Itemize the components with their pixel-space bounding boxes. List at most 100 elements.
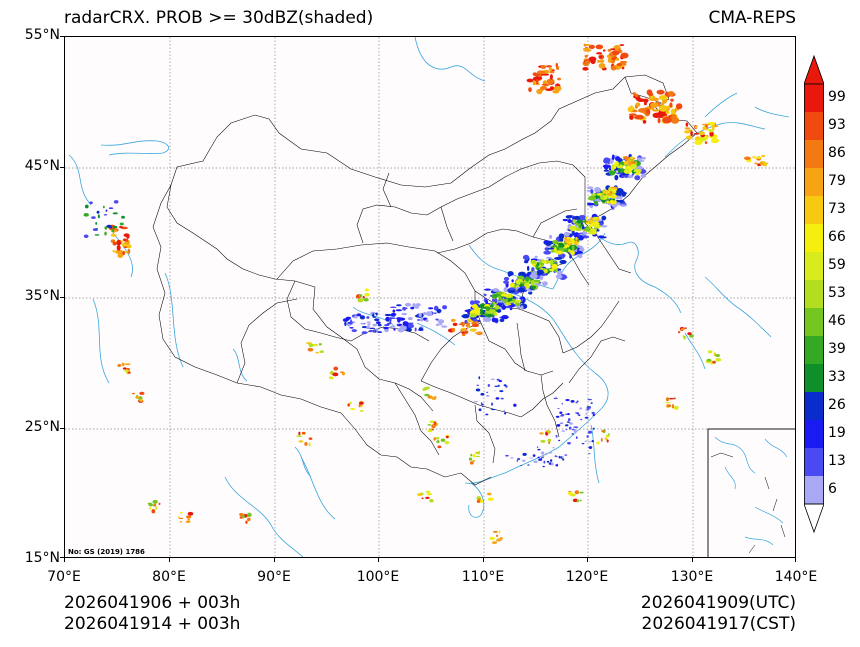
valid-time-cst: 2026041917(CST): [641, 614, 796, 634]
shading-cell: [572, 219, 576, 224]
shading-cell: [123, 233, 130, 238]
shading-cell: [499, 318, 505, 322]
shading-cell: [612, 198, 616, 201]
shading-cell: [420, 317, 424, 322]
shading-cell: [526, 265, 530, 272]
shading-cell: [106, 224, 112, 228]
shading-cell: [467, 325, 470, 329]
shading-cell: [346, 316, 352, 320]
shading-cell: [669, 102, 673, 108]
map-panel: [64, 36, 796, 558]
shading-cell: [402, 306, 407, 311]
shading-cell: [628, 113, 637, 116]
shading-cell: [706, 358, 712, 362]
shading-cell: [584, 54, 588, 58]
shading-cell: [548, 67, 553, 71]
colorbar-label: 39: [828, 341, 846, 357]
shading-cell: [602, 164, 612, 169]
shading-cell: [611, 50, 620, 56]
shading-cell: [450, 318, 456, 322]
lon-tick: [274, 558, 275, 562]
shading-cell: [512, 300, 518, 304]
shading-cell: [112, 241, 117, 246]
shading-cell: [477, 451, 480, 455]
colorbar-segment: [804, 280, 824, 308]
shading-cell: [586, 435, 589, 438]
shading-cell: [104, 231, 107, 236]
shading-cell: [574, 426, 579, 428]
shading-cell: [600, 192, 605, 199]
shading-cell: [392, 309, 396, 313]
shading-cell: [630, 161, 637, 164]
colorbar-label: 59: [828, 257, 846, 273]
shading-cell: [596, 59, 601, 63]
shading-cell: [531, 267, 535, 273]
shading-cell: [242, 514, 245, 519]
lon-tick: [169, 558, 170, 562]
shading-cell: [557, 77, 562, 81]
shading-cell: [296, 435, 303, 438]
shading-cell: [573, 241, 580, 244]
shading-cell: [491, 298, 495, 303]
shading-cell: [536, 70, 545, 75]
chart-title: radarCRX. PROB >= 30dBZ(shaded): [64, 8, 374, 28]
lat-label-55n: 55°N: [24, 27, 60, 43]
shading-cell: [368, 329, 373, 333]
shading-cell: [631, 173, 635, 176]
colorbar-label: 6: [828, 481, 837, 497]
shading-cell: [119, 222, 124, 226]
shading-cell: [693, 132, 700, 135]
shading-cell: [341, 371, 346, 376]
shading-cell: [418, 313, 422, 318]
shading-cell: [587, 441, 592, 443]
shading-cell: [489, 304, 493, 308]
lon-tick: [587, 558, 588, 562]
shading-cell: [587, 202, 595, 206]
shading-cell: [598, 235, 605, 239]
shading-cell: [521, 459, 526, 462]
shading-cell: [667, 90, 675, 97]
lat-label-45n: 45°N: [24, 158, 60, 174]
colorbar-label: 19: [828, 425, 846, 441]
shading-cell: [482, 313, 489, 316]
shading-cell: [543, 250, 552, 255]
shading-cell: [623, 156, 629, 160]
shading-cell: [583, 44, 591, 47]
shading-cell: [485, 413, 489, 416]
colorbar-segment: [804, 336, 824, 364]
shading-cell: [546, 460, 550, 463]
shading-cell: [509, 307, 513, 311]
shading-cell: [516, 459, 518, 462]
shading-cell: [412, 303, 416, 308]
shading-cell: [444, 440, 450, 445]
shading-cell: [605, 434, 610, 438]
shading-cell: [559, 237, 564, 243]
shading-cell: [529, 273, 538, 279]
shading-cell: [367, 323, 371, 326]
shading-cell: [645, 108, 651, 115]
shading-cell: [567, 491, 573, 496]
shading-cell: [501, 315, 509, 320]
lon-label-100e: 100°E: [356, 569, 400, 585]
shading-cell: [102, 205, 105, 209]
shading-cell: [377, 323, 382, 327]
shading-cell: [599, 55, 602, 58]
shading-cell: [634, 175, 641, 181]
shading-cell: [473, 300, 481, 304]
map-approval-number: No: GS (2019) 1786: [68, 548, 145, 556]
shading-cell: [619, 164, 623, 168]
shading-cell: [525, 276, 530, 282]
shading-cell: [494, 390, 496, 392]
shading-cell: [540, 451, 545, 455]
shading-cell: [124, 369, 130, 373]
shading-cell: [472, 454, 476, 458]
shading-cell: [586, 406, 590, 410]
map-canvas: [65, 37, 795, 557]
colorbar-segment: [804, 392, 824, 420]
shading-cell: [668, 397, 674, 400]
shading-cell: [656, 112, 666, 116]
shading-cell: [180, 511, 183, 514]
shading-cell: [148, 503, 153, 507]
shading-cell: [552, 446, 555, 449]
shading-cell: [656, 89, 665, 95]
